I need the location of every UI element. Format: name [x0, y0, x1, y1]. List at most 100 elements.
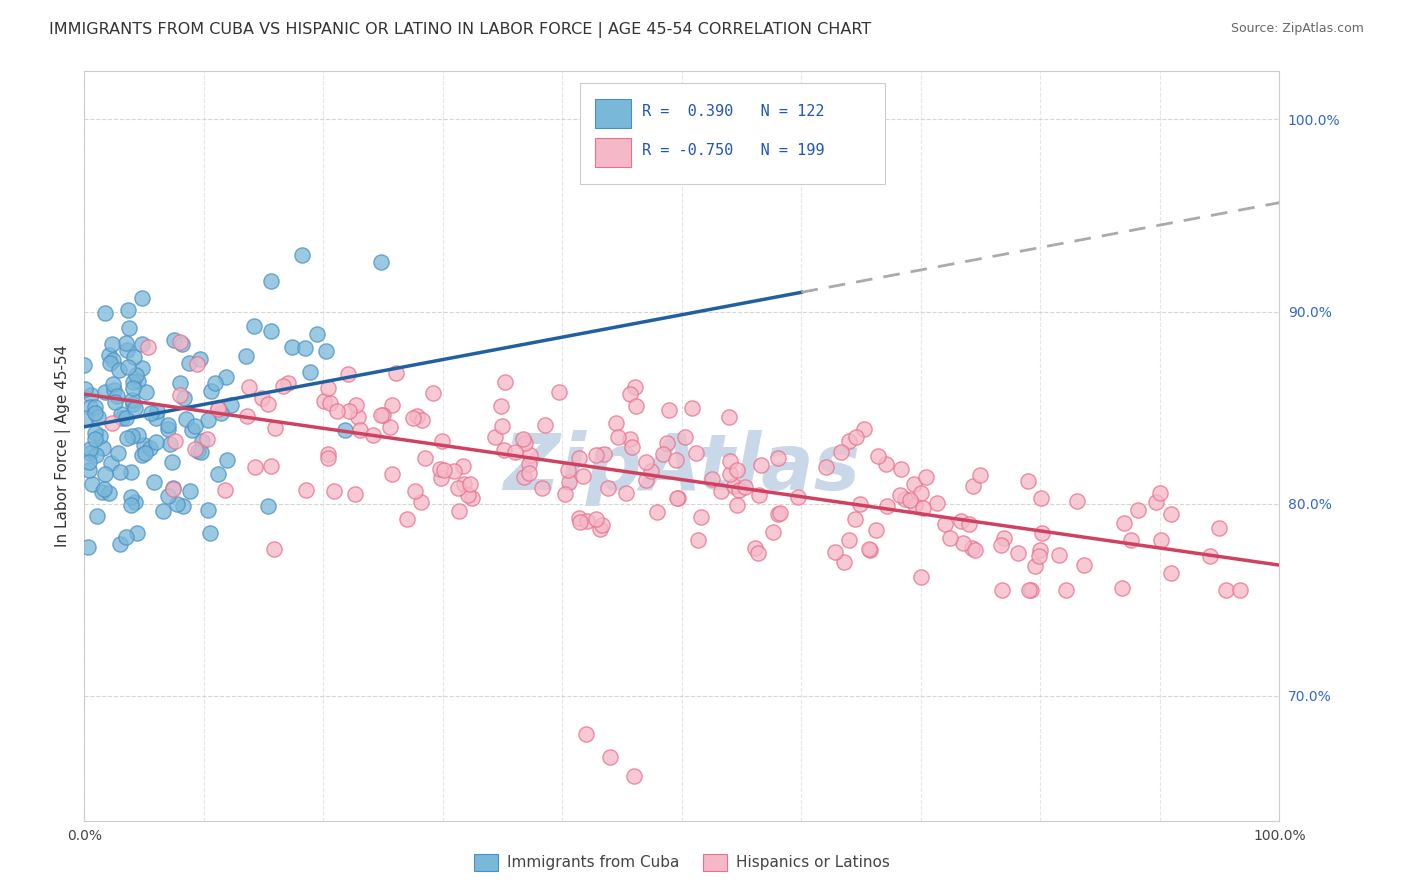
Point — [243, 460, 266, 475]
Point — [77, 463, 100, 477]
Point — [93, 482, 115, 496]
Point — [838, 434, 860, 448]
Point — [636, 455, 658, 469]
Point — [1029, 491, 1052, 505]
Point — [1007, 546, 1029, 560]
Point — [569, 515, 592, 529]
Point — [122, 350, 145, 364]
Point — [903, 477, 925, 491]
Point — [121, 375, 143, 389]
Point — [181, 423, 204, 437]
Point — [295, 483, 318, 497]
Point — [616, 486, 638, 500]
Point — [108, 537, 131, 551]
Point — [866, 450, 889, 464]
Point — [517, 458, 540, 472]
Point — [87, 409, 110, 424]
Point — [865, 524, 887, 538]
Point — [395, 512, 418, 526]
Point — [830, 445, 852, 459]
Point — [91, 484, 114, 499]
Point — [876, 500, 898, 514]
Point — [1112, 516, 1135, 530]
Point — [121, 428, 143, 442]
Point — [101, 353, 124, 368]
Point — [576, 514, 599, 528]
Point — [169, 376, 191, 390]
Point — [107, 446, 129, 460]
Point — [402, 411, 425, 425]
Point — [120, 498, 142, 512]
Point — [344, 398, 367, 412]
Point — [207, 401, 229, 415]
Point — [336, 367, 359, 381]
Point — [1160, 566, 1182, 580]
Point — [593, 446, 616, 460]
Point — [457, 488, 479, 502]
Point — [145, 434, 167, 449]
Point — [115, 343, 138, 357]
Point — [589, 522, 612, 536]
Point — [568, 450, 591, 465]
Point — [84, 400, 107, 414]
Point — [277, 376, 299, 391]
Point — [993, 531, 1015, 545]
Point — [84, 425, 107, 440]
Point — [1208, 521, 1230, 535]
Point — [605, 416, 627, 430]
Point — [849, 497, 872, 511]
Point — [640, 464, 662, 478]
Point — [190, 445, 212, 459]
FancyBboxPatch shape — [581, 83, 886, 184]
Point — [347, 409, 370, 424]
Point — [343, 487, 366, 501]
Text: Source: ZipAtlas.com: Source: ZipAtlas.com — [1230, 22, 1364, 36]
Point — [568, 510, 591, 524]
Point — [195, 433, 218, 447]
Point — [200, 384, 222, 399]
Point — [411, 495, 433, 509]
Point — [845, 430, 868, 444]
Point — [723, 479, 745, 493]
Point — [666, 491, 689, 505]
Point — [77, 455, 100, 469]
Point — [858, 542, 880, 557]
Point — [152, 504, 174, 518]
Point — [333, 423, 356, 437]
Point — [217, 452, 239, 467]
Point — [554, 487, 576, 501]
Point — [734, 480, 756, 494]
Point — [875, 457, 897, 471]
Point — [215, 369, 238, 384]
Point — [893, 492, 915, 507]
Point — [319, 395, 342, 409]
Point — [1017, 475, 1039, 489]
Point — [433, 463, 456, 477]
Point — [838, 533, 860, 548]
Point — [824, 545, 846, 559]
Point — [645, 505, 668, 519]
Point — [890, 462, 912, 476]
Point — [558, 475, 581, 489]
Point — [748, 488, 770, 502]
Point — [718, 467, 741, 481]
Point — [623, 380, 645, 394]
Point — [115, 529, 138, 543]
Point — [859, 543, 882, 558]
Point — [160, 454, 183, 468]
Point — [207, 467, 229, 481]
Point — [904, 498, 927, 512]
Point — [110, 465, 132, 479]
Point — [114, 411, 136, 425]
Point — [93, 384, 115, 399]
Point — [686, 533, 709, 547]
Point — [519, 466, 541, 480]
Point — [316, 450, 339, 465]
Point — [183, 442, 205, 457]
Point — [260, 274, 283, 288]
Point — [747, 546, 769, 560]
Point — [491, 419, 513, 434]
Text: R =  0.390   N = 122: R = 0.390 N = 122 — [643, 103, 825, 119]
Point — [484, 429, 506, 443]
Point — [700, 472, 723, 486]
